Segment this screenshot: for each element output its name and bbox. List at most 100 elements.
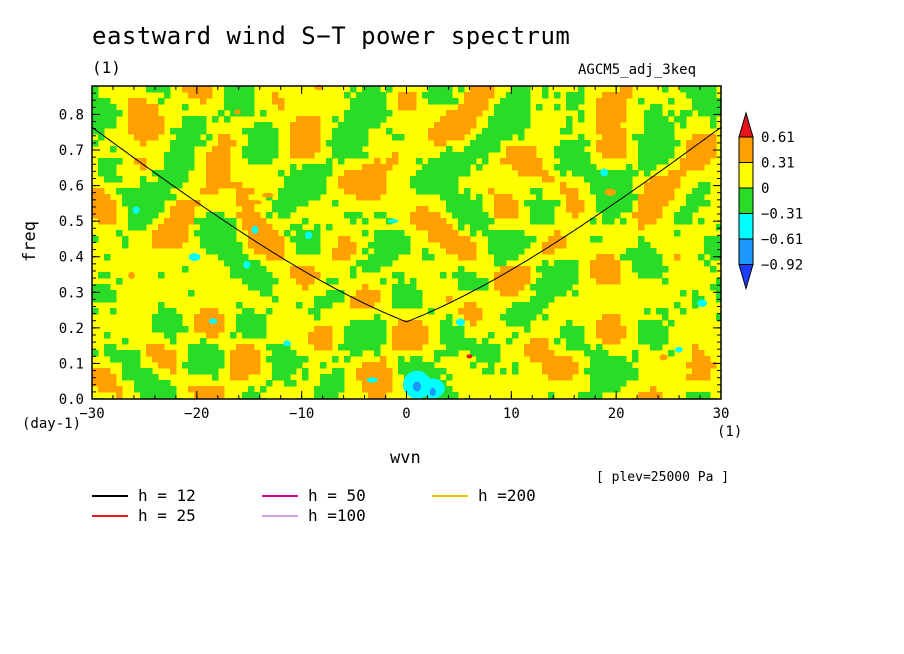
field-cell: [620, 356, 627, 363]
field-cell: [566, 128, 573, 135]
field-cell: [158, 326, 165, 333]
field-cell: [272, 230, 279, 237]
field-cell: [656, 194, 663, 201]
field-cell: [398, 248, 405, 255]
field-cell: [548, 296, 555, 303]
field-cell: [242, 314, 249, 321]
field-cell: [530, 164, 537, 171]
field-cell: [434, 230, 441, 237]
field-cell: [716, 290, 722, 297]
field-cell: [554, 230, 561, 237]
field-cell: [296, 128, 303, 135]
field-cell: [224, 254, 231, 261]
field-cell: [92, 308, 99, 315]
field-cell: [104, 170, 111, 177]
field-cell: [344, 122, 351, 129]
field-cell: [248, 134, 255, 141]
field-cell: [212, 176, 219, 183]
field-cell: [260, 248, 267, 255]
field-cell: [380, 176, 387, 183]
field-cell: [308, 140, 315, 147]
field-cell: [554, 374, 561, 381]
field-cell: [554, 92, 561, 99]
field-cell: [554, 236, 561, 243]
field-cell: [506, 194, 513, 201]
field-cell: [422, 182, 429, 189]
field-cell: [362, 104, 369, 111]
field-cell: [446, 110, 453, 117]
field-cell: [344, 326, 351, 333]
pressure-level-note: [ plev=25000 Pa ]: [596, 470, 730, 485]
field-cell: [116, 110, 123, 117]
field-cell: [656, 176, 663, 183]
field-cell: [248, 362, 255, 369]
field-cell: [458, 110, 465, 117]
field-cell: [224, 248, 231, 255]
field-cell: [482, 92, 489, 99]
field-cell: [470, 230, 477, 237]
field-cell: [578, 146, 585, 153]
field-cell: [608, 128, 615, 135]
field-cell: [206, 152, 213, 159]
field-cell: [512, 206, 519, 213]
field-cell: [290, 194, 297, 201]
field-cell: [344, 182, 351, 189]
field-cell: [530, 152, 537, 159]
field-cell: [668, 176, 675, 183]
field-cell: [698, 134, 705, 141]
field-cell: [110, 176, 117, 183]
field-cell: [146, 122, 153, 129]
field-cell: [386, 386, 393, 393]
field-cell: [446, 146, 453, 153]
field-cell: [434, 164, 441, 171]
field-cell: [524, 200, 531, 207]
field-cell: [356, 320, 363, 327]
colorbar-segment: [738, 238, 754, 265]
field-cell: [350, 266, 357, 273]
field-cell: [266, 134, 273, 141]
field-cell: [572, 158, 579, 165]
field-cell: [278, 350, 285, 357]
field-cell: [668, 122, 675, 129]
field-cell: [602, 326, 609, 333]
field-cell: [350, 110, 357, 117]
field-cell: [614, 386, 621, 393]
field-cell: [476, 314, 483, 321]
field-cell: [524, 164, 531, 171]
x-tick-label: 20: [608, 406, 625, 422]
field-cell: [188, 200, 195, 207]
field-cell: [188, 290, 195, 297]
field-cell: [500, 116, 507, 123]
field-cell: [362, 170, 369, 177]
field-cell: [632, 248, 639, 255]
field-cell: [536, 170, 543, 177]
field-cell: [386, 374, 393, 381]
field-cell: [380, 236, 387, 243]
field-cell: [362, 140, 369, 147]
field-cell: [524, 266, 531, 273]
field-cell: [308, 194, 315, 201]
field-cell: [572, 212, 579, 219]
field-cell: [236, 266, 243, 273]
field-cell: [182, 236, 189, 243]
field-cell: [98, 206, 105, 213]
field-cell: [656, 182, 663, 189]
field-cell: [218, 326, 225, 333]
field-cell: [410, 284, 417, 291]
field-cell: [188, 116, 195, 123]
field-cell: [356, 116, 363, 123]
field-cell: [494, 350, 501, 357]
field-cell: [386, 164, 393, 171]
field-cell: [200, 188, 207, 195]
field-cell: [176, 164, 183, 171]
field-cell: [362, 152, 369, 159]
field-cell: [608, 326, 615, 333]
field-cell: [272, 362, 279, 369]
field-cell: [278, 98, 285, 105]
field-cell: [164, 86, 171, 93]
field-cell: [500, 230, 507, 237]
field-cell: [266, 380, 273, 387]
field-cell: [710, 254, 717, 261]
field-cell: [212, 344, 219, 351]
field-cell: [248, 260, 255, 267]
